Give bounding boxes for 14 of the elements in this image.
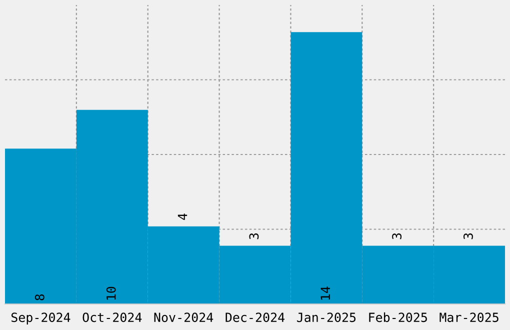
x-tick-label: Jan-2025: [296, 312, 356, 322]
x-tick-label: Feb-2025: [369, 312, 427, 322]
data-label: 3: [463, 233, 473, 240]
x-tick-label: Oct-2024: [82, 312, 142, 322]
data-label: 14: [320, 286, 330, 300]
data-label: 3: [392, 233, 402, 240]
data-label: 4: [178, 214, 188, 220]
x-tick-label: Dec-2024: [226, 312, 285, 322]
x-tick-label: Sep-2024: [11, 312, 70, 324]
x-tick-label: Nov-2024: [154, 312, 214, 322]
data-label: 3: [249, 233, 259, 240]
data-label: 10: [106, 286, 116, 300]
x-tick-label: Mar-2025: [440, 312, 498, 322]
data-label: 8: [34, 294, 44, 300]
